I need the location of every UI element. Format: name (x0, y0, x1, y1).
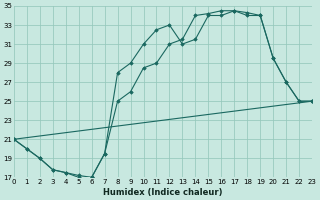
X-axis label: Humidex (Indice chaleur): Humidex (Indice chaleur) (103, 188, 223, 197)
